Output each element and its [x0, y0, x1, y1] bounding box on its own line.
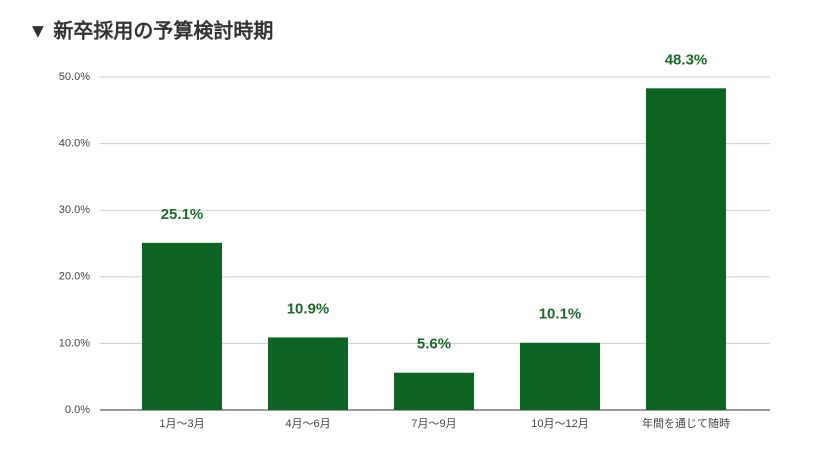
- y-tick-label: 50.0%: [59, 71, 90, 83]
- value-label: 5.6%: [417, 336, 451, 353]
- x-tick-label: 年間を通じて随時: [642, 416, 730, 430]
- y-tick-label: 10.0%: [59, 337, 90, 349]
- bar: [268, 337, 348, 410]
- y-tick-label: 30.0%: [59, 204, 90, 216]
- bar: [394, 372, 474, 410]
- value-label: 10.9%: [287, 300, 330, 317]
- x-tick-label: 10月～12月: [531, 418, 588, 430]
- y-tick-label: 0.0%: [65, 404, 90, 416]
- value-label: 25.1%: [161, 206, 204, 223]
- bar: [646, 88, 726, 411]
- chart-title: ▼ 新卒採用の予算検討時期: [28, 18, 273, 42]
- y-tick-label: 40.0%: [59, 138, 90, 150]
- x-tick-label: 7月～9月: [411, 418, 456, 430]
- value-label: 48.3%: [665, 51, 708, 68]
- bar: [520, 342, 600, 410]
- x-tick-label: 4月～6月: [285, 418, 330, 430]
- x-tick-label: 1月～3月: [159, 418, 204, 430]
- bar: [142, 242, 222, 410]
- y-tick-label: 20.0%: [59, 271, 90, 283]
- value-label: 10.1%: [539, 306, 582, 323]
